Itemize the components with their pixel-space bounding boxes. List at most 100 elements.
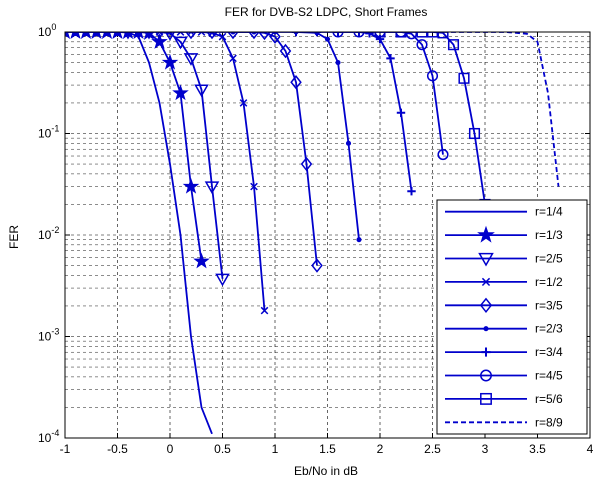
- series-r-3-4: [291, 32, 416, 196]
- series-r-8-9: [443, 32, 560, 187]
- x-tick-label: 4: [587, 442, 594, 456]
- data-point: [300, 156, 313, 172]
- data-point: [151, 33, 168, 49]
- legend: r=1/4 r=1/3 r=2/5 r=1/2 r=3/5 r=2/3 r=3/4 r=4/5…: [436, 199, 588, 435]
- x-axis-label: Eb/No in dB: [294, 464, 358, 478]
- data-point: [354, 32, 364, 37]
- y-tick-base: 10: [38, 127, 52, 141]
- y-tick-base: 10: [38, 431, 52, 445]
- x-tick-label: -1: [60, 442, 71, 456]
- data-point: [182, 177, 200, 194]
- x-tick-label: 3: [482, 442, 489, 456]
- data-point: [185, 32, 197, 40]
- y-tick-label: 10-2: [38, 225, 59, 242]
- data-point: [405, 32, 418, 40]
- data-point: [204, 181, 220, 195]
- data-point: [80, 32, 92, 40]
- data-point: [239, 99, 248, 107]
- legend-label: r=3/4: [535, 345, 563, 359]
- x-tick-label: 0.5: [214, 442, 231, 456]
- plot-frame: [64, 31, 591, 439]
- data-point: [161, 53, 179, 70]
- x-axis-ticks: -1 -0.5 0 0.5 1 1.5 2 2.5 3 3.5 4: [60, 32, 594, 456]
- y-tick-exponent: 0: [51, 22, 56, 32]
- y-tick-exponent: -1: [51, 124, 59, 134]
- x-tick-label: 1: [272, 442, 279, 456]
- data-point: [333, 32, 343, 37]
- x-tick-label: -0.5: [107, 442, 128, 456]
- data-point: [183, 53, 199, 66]
- series-line: [443, 32, 560, 187]
- data-point: [269, 32, 281, 44]
- legend-box: [436, 199, 588, 435]
- y-tick-base: 10: [38, 330, 52, 344]
- chart-title: FER for DVB-S2 LDPC, Short Frames: [225, 5, 428, 19]
- data-point: [481, 347, 491, 357]
- data-point: [324, 36, 331, 42]
- data-point: [215, 273, 230, 287]
- data-point: [447, 39, 460, 51]
- data-point: [290, 75, 302, 90]
- legend-entry: r=1/4: [445, 205, 563, 219]
- data-point: [480, 369, 492, 382]
- data-point: [134, 32, 143, 40]
- series-line: [65, 32, 203, 262]
- legend-entry: r=5/6: [445, 392, 563, 406]
- data-point: [197, 32, 206, 36]
- data-point: [91, 32, 102, 40]
- data-point: [416, 39, 428, 51]
- legend-entry: r=3/5: [445, 297, 563, 314]
- x-tick-label: 0: [167, 442, 174, 456]
- data-point: [65, 32, 71, 40]
- legend-entry: r=2/5: [445, 252, 563, 267]
- legend-entry: r=1/3: [445, 225, 563, 243]
- legend-label: r=2/5: [535, 252, 563, 266]
- data-point: [458, 72, 470, 84]
- legend-label: r=1/3: [535, 228, 563, 242]
- legend-label: r=5/6: [535, 392, 563, 406]
- data-point: [248, 32, 260, 40]
- data-point: [173, 36, 188, 50]
- data-point: [194, 84, 209, 98]
- data-point: [250, 182, 258, 191]
- data-point: [407, 187, 416, 196]
- legend-label: r=4/5: [535, 369, 563, 383]
- data-point: [291, 32, 301, 37]
- data-point: [123, 32, 133, 40]
- data-point: [172, 84, 189, 101]
- data-point: [356, 237, 362, 243]
- data-point: [386, 54, 395, 63]
- data-point: [258, 32, 271, 41]
- data-point: [483, 326, 489, 332]
- data-point: [176, 32, 185, 36]
- data-point: [101, 32, 113, 40]
- y-tick-base: 10: [38, 228, 52, 242]
- y-tick-label: 10-4: [38, 428, 59, 445]
- y-tick-base: 10: [38, 25, 52, 39]
- data-point: [311, 258, 323, 273]
- x-tick-label: 2: [377, 442, 384, 456]
- y-tick-label: 10-3: [38, 327, 59, 344]
- legend-entry: r=8/9: [445, 415, 563, 429]
- data-point: [279, 43, 292, 59]
- data-point: [144, 32, 154, 40]
- legend-entry: r=3/4: [445, 345, 563, 359]
- legend-label: r=1/2: [535, 275, 563, 289]
- data-point: [218, 32, 227, 41]
- data-point: [312, 32, 322, 37]
- data-point: [112, 32, 123, 40]
- legend-entry: r=1/2: [445, 275, 563, 289]
- data-series: [65, 32, 560, 435]
- data-point: [345, 140, 352, 146]
- series-line: [191, 32, 318, 266]
- y-tick-exponent: -3: [51, 327, 59, 337]
- x-tick-label: 3.5: [529, 442, 546, 456]
- data-point: [155, 32, 164, 36]
- x-tick-label: 2.5: [424, 442, 441, 456]
- data-point: [477, 225, 495, 243]
- data-point: [260, 306, 269, 315]
- y-tick-exponent: -4: [51, 428, 59, 438]
- data-point: [426, 70, 439, 82]
- legend-label: r=8/9: [535, 415, 563, 429]
- y-tick-exponent: -2: [51, 225, 59, 235]
